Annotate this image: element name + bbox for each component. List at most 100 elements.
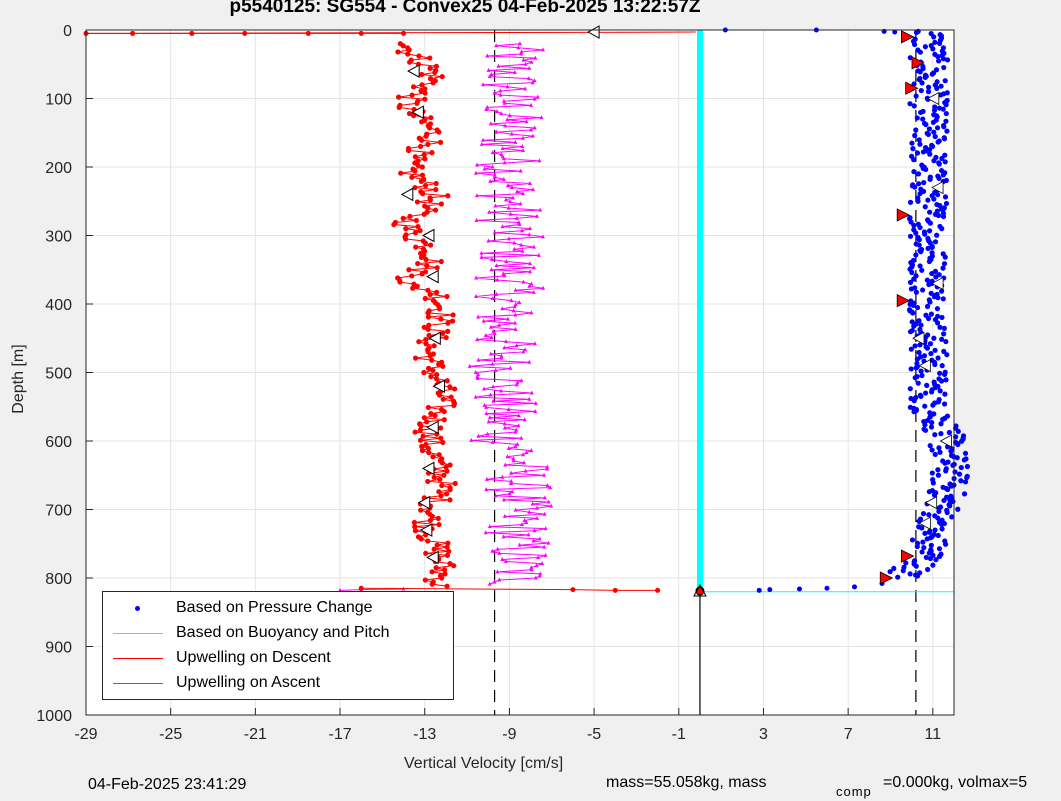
pressure-point (941, 348, 947, 355)
descent-point (612, 587, 618, 593)
pressure-point (929, 447, 935, 453)
ascent-point (511, 308, 516, 313)
ascent-point (500, 474, 505, 479)
legend-item-pressure: Based on Pressure Change (103, 596, 453, 621)
x-tick-label: -5 (587, 726, 601, 743)
descent-point (427, 197, 433, 203)
ascent-point (490, 548, 495, 553)
ascent-point (522, 517, 527, 522)
pressure-point (913, 230, 919, 236)
pressure-point (936, 175, 942, 181)
descent-point (440, 439, 446, 445)
pressure-point (935, 515, 941, 521)
pressure-point (913, 563, 919, 569)
pressure-point (930, 480, 936, 486)
descent-point (423, 341, 429, 347)
pressure-point (932, 451, 938, 458)
pressure-point (926, 258, 932, 265)
ascent-point (493, 203, 498, 208)
descent-marker (426, 269, 439, 284)
y-axis-label: Depth [m] (10, 344, 27, 414)
ascent-point (499, 388, 504, 393)
ascent-point (467, 363, 472, 368)
ascent-point (527, 232, 532, 237)
descent-point (449, 318, 456, 324)
ascent-point (489, 267, 494, 272)
descent-point (428, 374, 434, 380)
ascent-point (512, 240, 517, 245)
ascent-point (490, 150, 495, 155)
ascent-point (543, 552, 548, 557)
pressure-point (950, 462, 956, 468)
ascent-point (529, 127, 534, 132)
ascent-point (476, 314, 481, 319)
pressure-point (949, 514, 955, 520)
x-tick-label: -25 (159, 726, 182, 743)
pressure-point (941, 331, 947, 337)
pressure-point (925, 245, 931, 251)
ascent-point (482, 402, 487, 407)
pressure-point (959, 438, 965, 444)
ascent-point (484, 106, 489, 111)
pressure-point (956, 471, 963, 477)
descent-point (412, 168, 418, 174)
pressure-point (941, 261, 948, 267)
ascent-point (536, 252, 541, 257)
ascent-point (545, 464, 550, 469)
ascent-point (529, 567, 534, 572)
descent-point (434, 371, 440, 378)
ascent-point (514, 382, 519, 387)
ascent-point (501, 534, 506, 539)
descent-point (423, 133, 429, 139)
descent-point (434, 265, 440, 271)
ascent-point (505, 454, 510, 459)
ascent-point (487, 74, 492, 79)
ascent-point (487, 209, 492, 214)
descent-point (433, 187, 439, 193)
ascent-point (516, 413, 521, 418)
descent-point (439, 575, 445, 581)
ascent-point (486, 419, 491, 424)
ascent-point (495, 109, 500, 114)
ascent-point (516, 45, 521, 50)
descent-point (419, 164, 425, 170)
pressure-point (913, 93, 919, 99)
descent-point (400, 215, 406, 221)
pressure-point (942, 460, 948, 466)
descent-point (431, 474, 437, 480)
ascent-point (488, 178, 493, 183)
ascent-point (498, 92, 503, 97)
legend: Based on Pressure Change Based on Buoyan… (102, 591, 454, 700)
descent-point (441, 408, 447, 415)
descent-point (436, 489, 442, 495)
descent-point (423, 441, 429, 448)
ascent-point (520, 248, 525, 253)
ascent-point (537, 158, 542, 163)
ascent-point (521, 452, 526, 457)
descent-point (432, 207, 439, 213)
ascent-point (479, 250, 484, 255)
ascent-point (494, 291, 499, 296)
descent-point (396, 104, 402, 111)
descent-point (419, 447, 426, 454)
ascent-point (510, 489, 515, 494)
ascent-point (513, 312, 518, 317)
descent-point (439, 482, 445, 489)
pressure-point (935, 532, 941, 539)
ascent-point (484, 476, 489, 481)
ascent-point (520, 148, 525, 153)
ascent-point (530, 187, 535, 192)
descent-point (447, 497, 453, 503)
pressure-point (911, 276, 917, 282)
ascent-point (499, 355, 504, 360)
ascent-point (533, 55, 538, 60)
pressure-point (954, 455, 960, 461)
descent-point (421, 415, 427, 421)
descent-point (421, 369, 427, 376)
descent-point (418, 254, 424, 261)
pressure-point (926, 228, 933, 234)
ascent-point (502, 273, 507, 278)
descent-point (410, 285, 416, 291)
ascent-point (513, 320, 518, 325)
descent-point (358, 585, 364, 591)
